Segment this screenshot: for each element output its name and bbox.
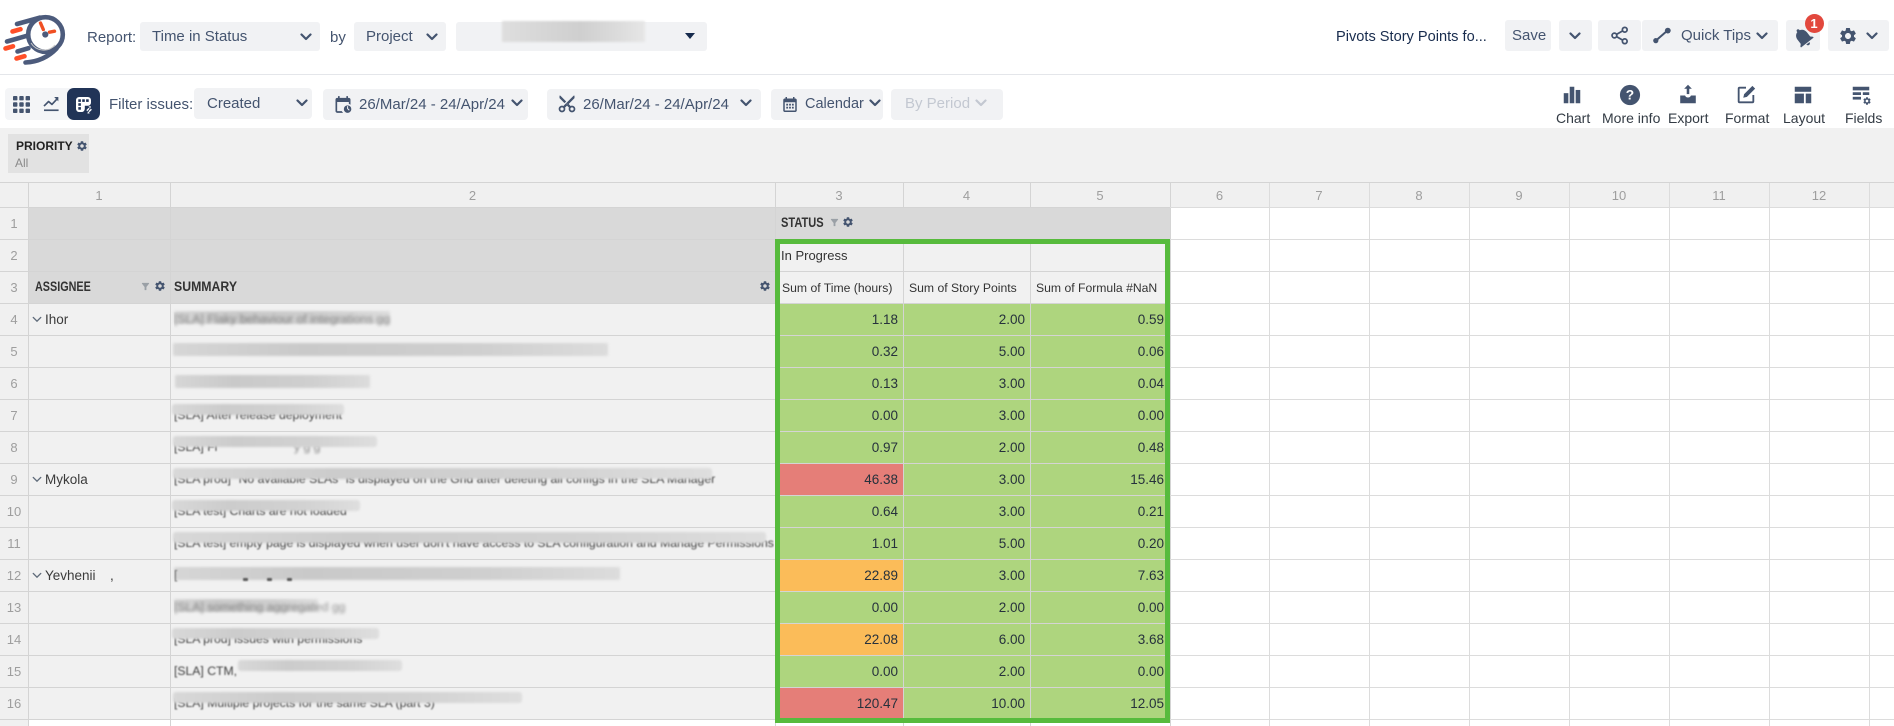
svg-text:?: ? <box>1626 88 1634 103</box>
